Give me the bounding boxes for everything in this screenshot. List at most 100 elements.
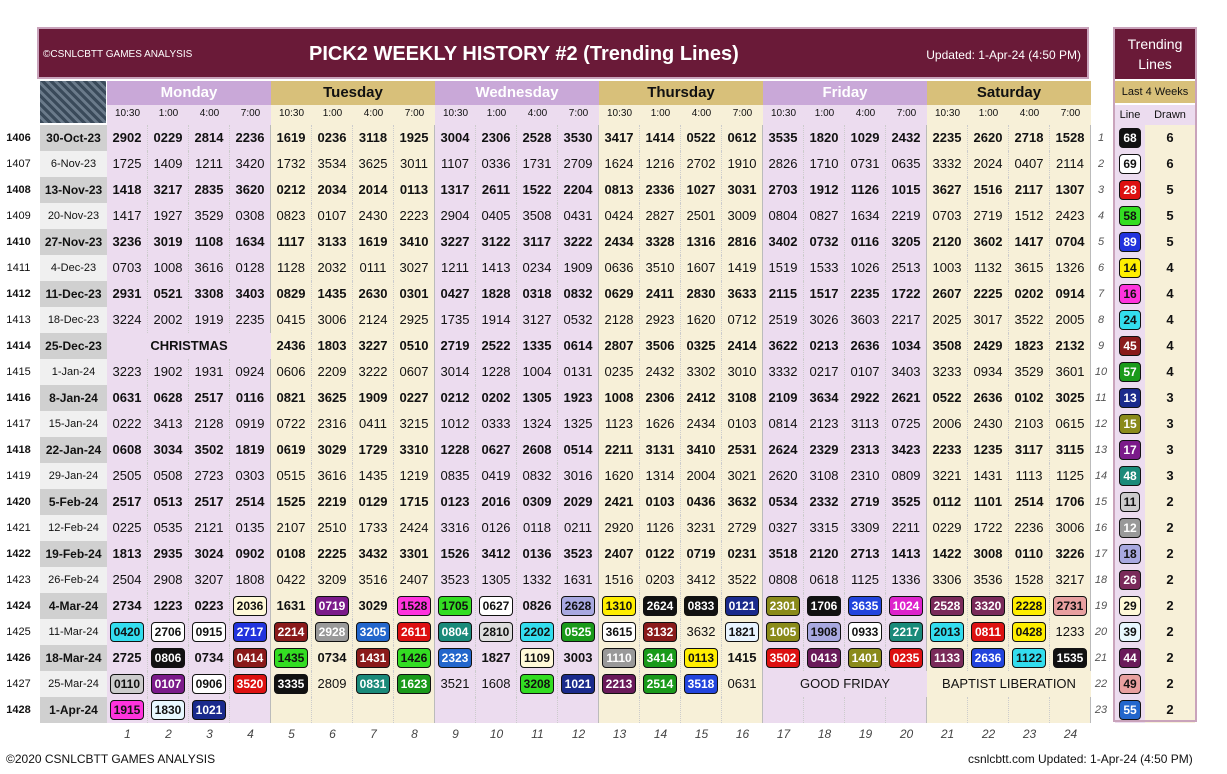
trending-line-cell: 13 xyxy=(1115,385,1145,411)
draw-value: 1528 xyxy=(396,596,432,616)
draw-cell: 3205 xyxy=(886,229,927,255)
draw-value: 0126 xyxy=(481,520,511,535)
draw-cell: 3412 xyxy=(476,541,517,567)
draw-value: 1219 xyxy=(399,468,429,483)
draw-value: 2411 xyxy=(645,286,675,301)
draw-cell: 3320 xyxy=(968,593,1009,619)
trending-panel xyxy=(1113,27,1197,722)
draw-value: 0113 xyxy=(399,182,429,197)
draw-cell: 2024 xyxy=(968,151,1009,177)
draw-value: 2430 xyxy=(973,416,1003,431)
trending-rank: 14 xyxy=(1094,470,1108,482)
column-number: 7 xyxy=(370,727,377,741)
draw-cell: 0919 xyxy=(230,411,271,437)
trending-line-cell: 14 xyxy=(1115,255,1145,281)
draw-value: 0522 xyxy=(686,130,716,145)
draw-value: 2211 xyxy=(604,442,634,457)
draw-cell: 1631 xyxy=(271,593,312,619)
draw-cell: 2332 xyxy=(804,489,845,515)
draw-cell: 3222 xyxy=(353,359,394,385)
draw-value: 0123 xyxy=(440,494,470,509)
draw-value: 3215 xyxy=(399,416,429,431)
draw-value: 2703 xyxy=(768,182,798,197)
draw-cell: 1029 xyxy=(845,125,886,151)
draw-value: 2636 xyxy=(850,338,880,353)
draw-value: 2430 xyxy=(358,208,388,223)
draw-cell: 0534 xyxy=(763,489,804,515)
draw-value: 1228 xyxy=(440,442,470,457)
trending-rank: 17 xyxy=(1094,548,1108,560)
row-date: 15-Jan-24 xyxy=(40,411,107,437)
draw-cell: 1902 xyxy=(148,359,189,385)
draw-value: 0522 xyxy=(932,390,962,405)
row-number: 1411 xyxy=(6,262,31,274)
draw-cell: 2004 xyxy=(681,463,722,489)
draw-value: 0725 xyxy=(891,416,921,431)
draw-value: 2519 xyxy=(768,312,798,327)
draw-cell: 3029 xyxy=(353,593,394,619)
time-header: 4:00 xyxy=(189,105,230,125)
draw-cell: 1216 xyxy=(640,151,681,177)
draw-value: 1522 xyxy=(522,182,552,197)
draw-cell: 1305 xyxy=(517,385,558,411)
draw-cell: 1820 xyxy=(804,125,845,151)
row-number: 1423 xyxy=(6,574,31,586)
draw-cell: 3510 xyxy=(640,255,681,281)
draw-cell: 3625 xyxy=(312,385,353,411)
draw-cell: 1828 xyxy=(476,281,517,307)
draw-cell: 0407 xyxy=(1009,151,1050,177)
draw-cell: 0303 xyxy=(230,463,271,489)
draw-cell: 1431 xyxy=(353,645,394,671)
draw-cell: 0126 xyxy=(476,515,517,541)
draw-value: 0422 xyxy=(276,572,306,587)
draw-value: 3014 xyxy=(440,364,470,379)
draw-value: 2217 xyxy=(891,312,921,327)
time-header: 4:00 xyxy=(845,105,886,125)
draw-cell: 1012 xyxy=(435,411,476,437)
draw-value: 3423 xyxy=(891,442,921,457)
draw-value: 2505 xyxy=(112,468,142,483)
draw-value: 2830 xyxy=(686,286,716,301)
draw-value: 2235 xyxy=(235,312,265,327)
draw-cell: 2236 xyxy=(230,125,271,151)
draw-cell: 0915 xyxy=(189,619,230,645)
draw-cell: 0131 xyxy=(558,359,599,385)
draw-value: 0615 xyxy=(1055,416,1085,431)
draw-value: 0829 xyxy=(276,286,306,301)
draw-value: 2014 xyxy=(358,182,388,197)
draw-cell xyxy=(517,697,558,723)
draw-value: 3010 xyxy=(727,364,757,379)
draw-value: 2620 xyxy=(768,468,798,483)
draw-cell: 0618 xyxy=(804,567,845,593)
draw-cell: 1228 xyxy=(476,359,517,385)
draw-value: 2902 xyxy=(112,130,142,145)
draw-value: 3221 xyxy=(932,468,962,483)
draw-value: 1326 xyxy=(1055,260,1085,275)
draw-cell: 1133 xyxy=(927,645,968,671)
trending-drawn-count: 3 xyxy=(1145,385,1195,411)
draw-value: 1915 xyxy=(109,700,145,720)
draw-value: 2120 xyxy=(809,546,839,561)
draw-cell: 0508 xyxy=(148,463,189,489)
column-number: 15 xyxy=(694,727,709,741)
time-header: 7:00 xyxy=(558,105,599,125)
draw-value: 3207 xyxy=(194,572,224,587)
draw-value: 3518 xyxy=(683,674,719,694)
draw-value: 0532 xyxy=(563,312,593,327)
trending-drawn-count: 2 xyxy=(1145,541,1195,567)
draw-cell: 3335 xyxy=(271,671,312,697)
draw-value: 0202 xyxy=(1014,286,1044,301)
draw-value: 2306 xyxy=(481,130,511,145)
draw-value: 0732 xyxy=(809,234,839,249)
draw-value: 2514 xyxy=(235,494,265,509)
row-date: 11-Dec-23 xyxy=(40,281,107,307)
draw-cell: 1417 xyxy=(107,203,148,229)
draw-value: 2709 xyxy=(563,156,593,171)
draw-cell: 3420 xyxy=(230,151,271,177)
draw-value: 0614 xyxy=(563,338,593,353)
draw-cell: 2407 xyxy=(394,567,435,593)
draw-cell: 1008 xyxy=(148,255,189,281)
draw-value: 0804 xyxy=(437,622,473,642)
holiday-label: CHRISTMAS xyxy=(107,333,271,359)
draw-cell: 0703 xyxy=(107,255,148,281)
